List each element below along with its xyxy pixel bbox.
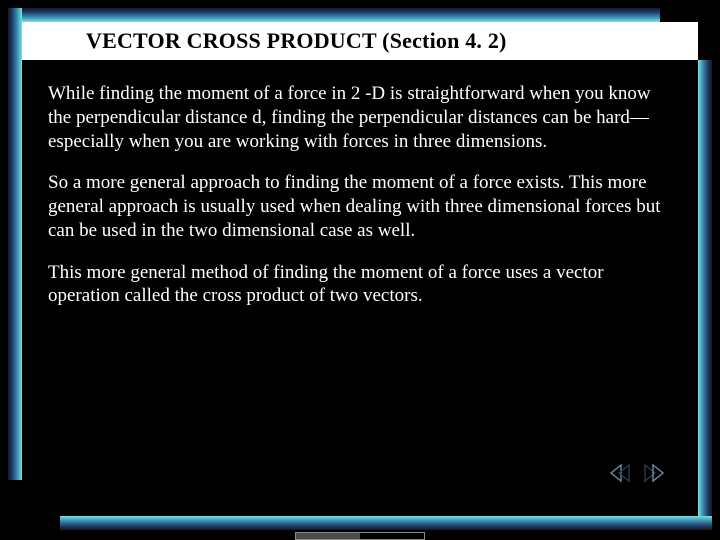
slide-content: VECTOR CROSS PRODUCT (Section 4. 2) Whil… <box>22 22 698 516</box>
border-left <box>8 8 22 480</box>
chevron-left-icon <box>607 463 633 483</box>
border-top <box>8 8 660 22</box>
paragraph-3: This more general method of finding the … <box>48 261 674 309</box>
prev-button[interactable] <box>606 462 634 484</box>
border-right <box>698 60 712 530</box>
paragraph-1: While finding the moment of a force in 2… <box>48 82 674 153</box>
chevron-right-icon <box>641 463 667 483</box>
slide-title: VECTOR CROSS PRODUCT (Section 4. 2) <box>22 22 698 60</box>
paragraph-2: So a more general approach to finding th… <box>48 171 674 242</box>
border-bottom <box>60 516 712 530</box>
slide-frame: VECTOR CROSS PRODUCT (Section 4. 2) Whil… <box>0 0 720 540</box>
progress-indicator <box>295 532 425 540</box>
next-button[interactable] <box>640 462 668 484</box>
nav-controls <box>606 462 668 484</box>
